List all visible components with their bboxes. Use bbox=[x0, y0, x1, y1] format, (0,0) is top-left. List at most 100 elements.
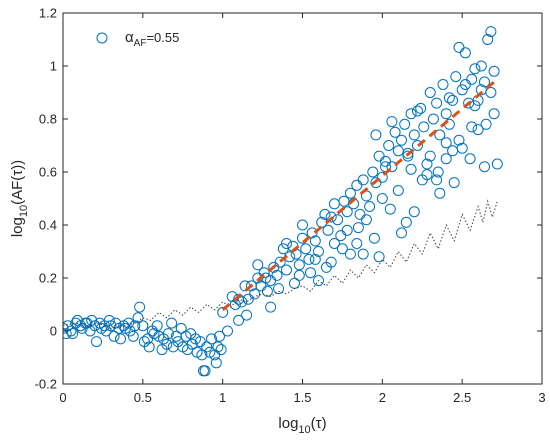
data-point bbox=[459, 47, 471, 59]
data-point bbox=[233, 314, 245, 326]
data-point bbox=[376, 193, 388, 204]
data-point bbox=[399, 118, 411, 130]
data-point bbox=[252, 259, 264, 271]
data-point bbox=[357, 248, 369, 260]
x-tick-label: 2.5 bbox=[453, 390, 471, 405]
data-point bbox=[222, 325, 233, 337]
data-point bbox=[370, 129, 382, 141]
data-point bbox=[63, 322, 69, 334]
y-tick-label: 1.2 bbox=[39, 6, 57, 21]
data-point bbox=[427, 113, 439, 125]
data-point bbox=[297, 219, 308, 231]
data-point bbox=[373, 150, 385, 162]
data-point bbox=[453, 134, 465, 146]
data-point bbox=[421, 158, 433, 170]
data-point bbox=[137, 320, 149, 332]
x-axis: 0 0.5 1 1.5 2 2.5 3 bbox=[59, 13, 546, 405]
data-point bbox=[424, 150, 436, 162]
data-point bbox=[129, 320, 141, 332]
data-point bbox=[418, 121, 430, 133]
data-point bbox=[402, 150, 414, 162]
data-point bbox=[265, 301, 277, 313]
data-point bbox=[214, 330, 225, 342]
data-point bbox=[281, 264, 292, 276]
data-point bbox=[431, 97, 443, 109]
data-point bbox=[309, 235, 321, 247]
data-point bbox=[360, 214, 372, 226]
x-axis-title-argument: (τ) bbox=[311, 415, 327, 432]
data-point bbox=[86, 314, 98, 326]
legend-label: αAF=0.55 bbox=[125, 29, 179, 49]
data-point bbox=[255, 280, 267, 292]
data-point bbox=[482, 34, 494, 45]
data-point bbox=[325, 256, 337, 268]
data-point bbox=[351, 179, 363, 191]
data-point bbox=[466, 73, 478, 85]
data-point bbox=[408, 129, 420, 141]
data-point bbox=[440, 137, 452, 149]
data-point bbox=[300, 243, 312, 255]
data-point bbox=[271, 269, 283, 281]
data-point bbox=[364, 201, 376, 212]
legend: αAF=0.55 bbox=[96, 29, 179, 49]
data-point bbox=[196, 349, 208, 361]
data-point bbox=[367, 166, 379, 178]
data-point bbox=[384, 203, 396, 215]
data-point bbox=[434, 187, 446, 199]
y-tick-label: 0.8 bbox=[39, 112, 57, 127]
y-tick-label: 0 bbox=[50, 324, 57, 339]
y-tick-label: 1 bbox=[50, 59, 57, 74]
data-point bbox=[488, 108, 500, 120]
data-point bbox=[162, 328, 174, 340]
legend-alpha-subscript: AF bbox=[134, 38, 147, 49]
data-point bbox=[303, 253, 315, 265]
data-point bbox=[405, 163, 417, 175]
data-point bbox=[392, 145, 404, 157]
data-point bbox=[332, 214, 344, 226]
data-point bbox=[456, 84, 468, 96]
data-point bbox=[412, 140, 423, 151]
data-point bbox=[344, 187, 356, 199]
data-point bbox=[437, 79, 449, 90]
data-point bbox=[242, 293, 254, 305]
data-point bbox=[448, 177, 460, 189]
data-point bbox=[443, 92, 455, 104]
data-point bbox=[479, 161, 490, 173]
data-point bbox=[456, 142, 468, 154]
data-point bbox=[400, 216, 412, 228]
data-point bbox=[309, 253, 321, 265]
data-point bbox=[186, 338, 198, 350]
x-tick-label: 1.5 bbox=[293, 390, 311, 405]
data-point bbox=[210, 357, 222, 369]
data-point bbox=[383, 140, 395, 151]
data-point bbox=[491, 158, 503, 170]
data-point bbox=[161, 338, 173, 350]
data-point bbox=[166, 317, 178, 329]
data-point bbox=[273, 283, 285, 295]
y-axis-title-subscript: 10 bbox=[18, 205, 30, 217]
data-point bbox=[459, 79, 471, 90]
data-point bbox=[341, 224, 353, 236]
data-point bbox=[472, 124, 484, 136]
x-axis-title-base: log bbox=[278, 415, 298, 432]
data-point bbox=[67, 328, 79, 340]
data-point bbox=[261, 285, 273, 297]
data-point bbox=[328, 238, 340, 249]
y-tick-label: -0.2 bbox=[35, 377, 57, 392]
legend-alpha-value: =0.55 bbox=[146, 30, 179, 45]
data-point bbox=[217, 306, 229, 318]
power-law-fit-line bbox=[221, 78, 499, 311]
x-axis-title-subscript: 10 bbox=[298, 424, 310, 436]
data-point bbox=[368, 232, 380, 244]
y-axis-title-base: log bbox=[9, 217, 26, 237]
legend-marker-circle bbox=[96, 32, 108, 44]
data-point bbox=[352, 222, 364, 234]
data-point bbox=[485, 26, 497, 38]
y-axis-title: log10(AF(τ)) bbox=[9, 160, 30, 237]
data-point bbox=[281, 238, 292, 249]
data-point bbox=[91, 336, 102, 348]
data-point bbox=[376, 171, 388, 183]
data-point bbox=[313, 246, 324, 257]
